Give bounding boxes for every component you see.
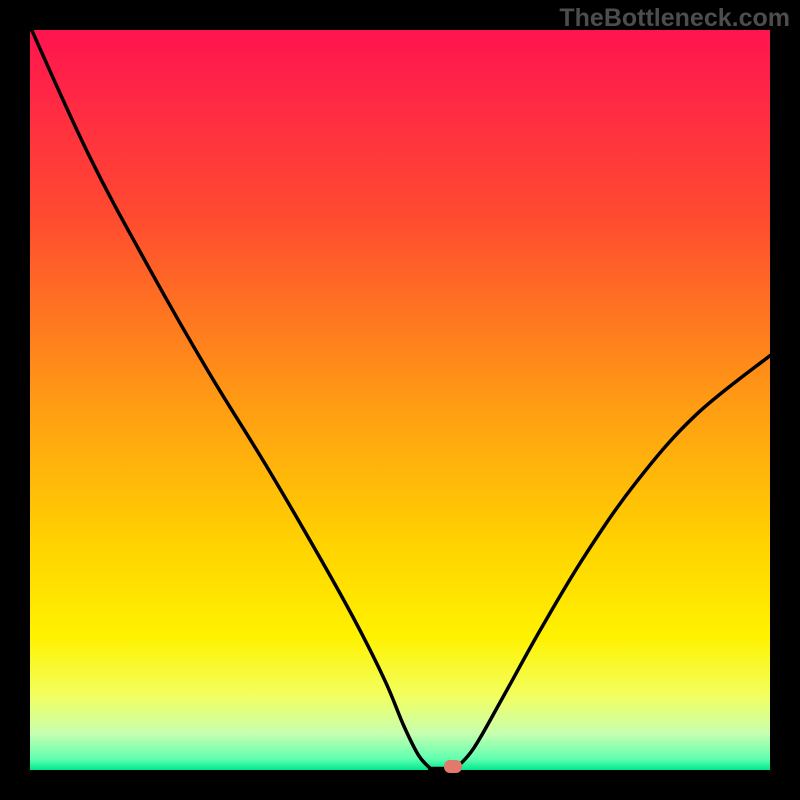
chart-frame: TheBottleneck.com — [0, 0, 800, 800]
bottleneck-curve — [0, 0, 800, 800]
optimum-marker — [444, 760, 462, 773]
watermark-text: TheBottleneck.com — [559, 4, 790, 33]
